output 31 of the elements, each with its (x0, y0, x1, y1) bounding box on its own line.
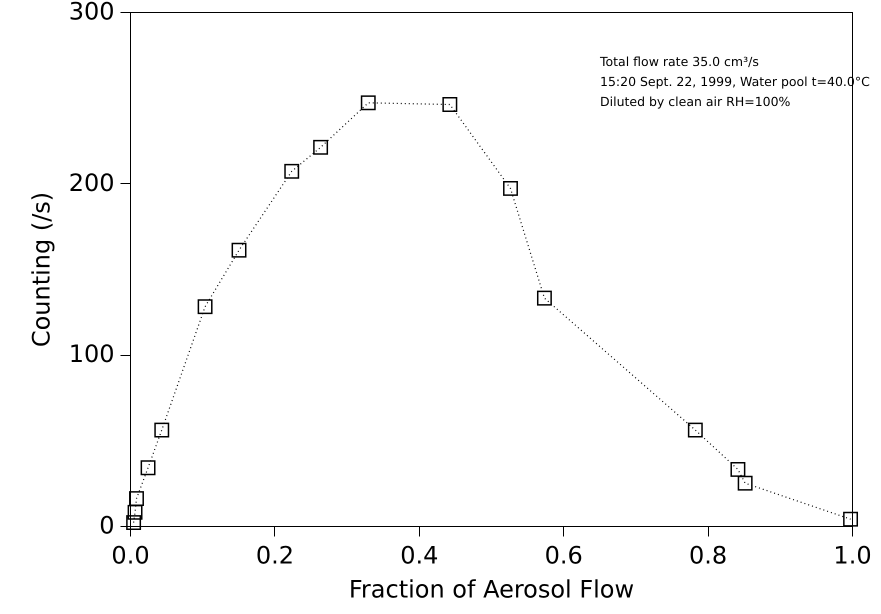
x-axis-title: Fraction of Aerosol Flow (348, 576, 634, 604)
point (129, 491, 144, 506)
x-tick-label: 0.0 (111, 542, 150, 570)
point (128, 504, 143, 520)
point (126, 515, 142, 530)
y-tick-label: 300 (68, 0, 114, 26)
y-tick-label: 0 (99, 512, 114, 540)
x-tick-label: 0.4 (400, 542, 438, 570)
point (730, 462, 746, 477)
point (284, 164, 300, 179)
y-tick-label: 200 (68, 168, 114, 197)
point (843, 512, 858, 527)
point (140, 460, 156, 476)
point (313, 140, 328, 155)
y-tick-label: 100 (68, 340, 114, 368)
point (503, 181, 518, 196)
point (442, 97, 458, 112)
point (688, 422, 703, 438)
point (198, 299, 213, 314)
x-tick-label: 0.6 (544, 542, 583, 570)
point (738, 476, 753, 491)
y-axis-title: Counting (/s) (28, 192, 56, 348)
x-tick-label: 0.8 (689, 542, 728, 570)
point (536, 290, 552, 306)
point (232, 242, 246, 258)
point (154, 422, 170, 438)
annotation: Diluted by clean air RH=100% (600, 94, 791, 109)
point (360, 95, 376, 110)
annotation: Total flow rate 35.0 cm³/s (599, 54, 759, 69)
x-tick-label: 1.0 (833, 542, 872, 570)
x-tick-label: 0.2 (256, 542, 294, 570)
